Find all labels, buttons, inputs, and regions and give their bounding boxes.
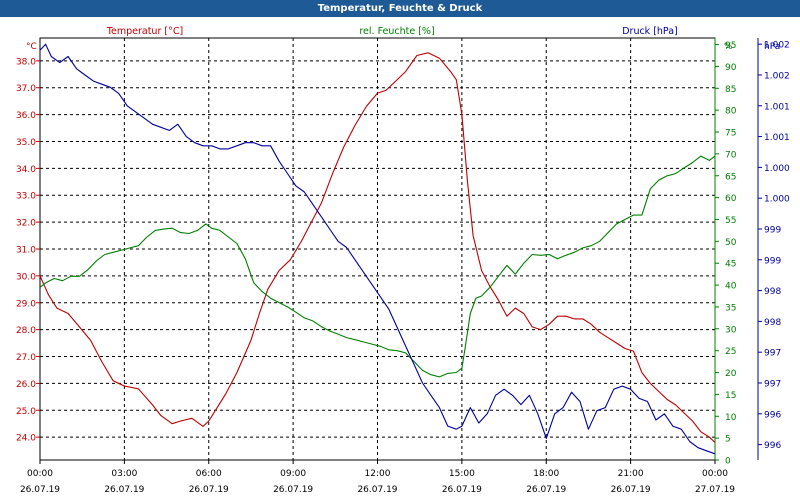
humidity-tick-label: 45 xyxy=(725,260,736,270)
time-axis: 00:00 26.07.19 03:00 26.07.19 06:00 26.07.19 0… xyxy=(20,460,735,495)
humidity-axis-unit: % xyxy=(724,42,733,52)
pressure-series-line xyxy=(39,43,716,455)
pressure-tick-label: 997 xyxy=(764,379,781,389)
temperature-tick-label: 36.0 xyxy=(16,111,36,121)
humidity-tick-label: 80 xyxy=(725,107,737,117)
humidity-tick-label: 90 xyxy=(725,63,737,73)
pressure-tick-label: 1.002 xyxy=(764,71,790,81)
temperature-tick-label: 27.0 xyxy=(16,353,36,363)
humidity-tick-label: 30 xyxy=(725,325,737,335)
legend-temperature: Temperatur [°C] xyxy=(106,26,183,37)
date-tick-label: 26.07.19 xyxy=(442,485,482,495)
pressure-axis: 996 996 997 997 998 998 999 999 1.000 1.000 1.001 1… xyxy=(757,38,790,460)
humidity-tick-label: 55 xyxy=(725,216,736,226)
temperature-tick-label: 37.0 xyxy=(16,84,36,94)
time-tick-label: 18:00 xyxy=(533,469,559,479)
time-tick-label: 00:00 xyxy=(27,469,53,479)
pressure-tick-label: 999 xyxy=(764,225,781,235)
time-tick-label: 09:00 xyxy=(280,469,306,479)
date-tick-label: 26.07.19 xyxy=(357,485,397,495)
time-tick-label: 21:00 xyxy=(618,469,644,479)
date-tick-label: 26.07.19 xyxy=(189,485,229,495)
pressure-tick-label: 1.001 xyxy=(764,133,790,143)
temperature-tick-label: 30.0 xyxy=(16,272,36,282)
humidity-tick-label: 60 xyxy=(725,194,737,204)
pressure-tick-label: 998 xyxy=(764,287,781,297)
humidity-tick-label: 65 xyxy=(725,172,736,182)
temperature-series-line xyxy=(39,52,716,443)
humidity-tick-label: 10 xyxy=(725,413,737,423)
temperature-tick-label: 25.0 xyxy=(16,407,36,417)
pressure-tick-label: 996 xyxy=(764,410,781,420)
temperature-tick-label: 35.0 xyxy=(16,138,36,148)
humidity-tick-label: 40 xyxy=(725,282,737,292)
temperature-tick-label: 24.0 xyxy=(16,434,36,444)
legend-pressure: Druck [hPa] xyxy=(622,26,678,37)
temperature-tick-label: 26.0 xyxy=(16,380,36,390)
time-tick-label: 15:00 xyxy=(449,469,475,479)
pressure-tick-label: 999 xyxy=(764,256,781,266)
pressure-tick-label: 1.000 xyxy=(764,164,790,174)
pressure-tick-label: 997 xyxy=(764,349,781,359)
temperature-tick-label: 38.0 xyxy=(16,57,36,67)
date-tick-label: 26.07.19 xyxy=(20,485,60,495)
humidity-axis: 0 5 10 15 20 25 30 35 40 45 50 55 60 65 70 75 80 85 90 95 xyxy=(714,38,737,467)
humidity-tick-label: 15 xyxy=(725,391,736,401)
date-tick-label: 27.07.19 xyxy=(695,485,735,495)
legend-humidity: rel. Feuchte [%] xyxy=(359,26,434,37)
grid xyxy=(40,38,715,460)
time-tick-label: 00:00 xyxy=(702,469,728,479)
humidity-series-line xyxy=(39,155,716,378)
pressure-tick-label: 996 xyxy=(764,441,781,451)
chart-title: Temperatur, Feuchte & Druck xyxy=(0,0,800,17)
pressure-tick-label: 1.002 xyxy=(764,41,790,51)
date-tick-label: 26.07.19 xyxy=(611,485,651,495)
temperature-tick-label: 29.0 xyxy=(16,299,36,309)
temperature-axis-unit: °C xyxy=(26,42,37,52)
date-tick-label: 26.07.19 xyxy=(273,485,313,495)
humidity-tick-label: 75 xyxy=(725,129,736,139)
pressure-tick-label: 998 xyxy=(764,318,781,328)
temperature-tick-label: 28.0 xyxy=(16,326,36,336)
humidity-tick-label: 35 xyxy=(725,303,736,313)
humidity-tick-label: 95 xyxy=(725,41,736,51)
temperature-tick-label: 33.0 xyxy=(16,192,36,202)
pressure-axis-unit: hPa xyxy=(764,42,780,52)
time-tick-label: 03:00 xyxy=(111,469,137,479)
humidity-tick-label: 0 xyxy=(725,457,731,467)
humidity-tick-label: 85 xyxy=(725,85,736,95)
humidity-tick-label: 50 xyxy=(725,238,737,248)
time-tick-label: 12:00 xyxy=(365,469,391,479)
pressure-tick-label: 1.001 xyxy=(764,102,790,112)
humidity-tick-label: 25 xyxy=(725,347,736,357)
temperature-tick-label: 34.0 xyxy=(16,165,36,175)
humidity-tick-label: 5 xyxy=(725,435,731,445)
humidity-tick-label: 70 xyxy=(725,150,737,160)
date-tick-label: 26.07.19 xyxy=(526,485,566,495)
series-lines xyxy=(39,43,716,455)
humidity-tick-label: 20 xyxy=(725,369,737,379)
temperature-tick-label: 32.0 xyxy=(16,219,36,229)
temperature-tick-label: 31.0 xyxy=(16,246,36,256)
pressure-tick-label: 1.000 xyxy=(764,195,790,205)
temperature-axis: 24.0 25.0 26.0 27.0 28.0 29.0 30.0 31.0 32.0 33.0… xyxy=(16,57,40,444)
date-tick-label: 26.07.19 xyxy=(104,485,144,495)
time-tick-label: 06:00 xyxy=(196,469,222,479)
